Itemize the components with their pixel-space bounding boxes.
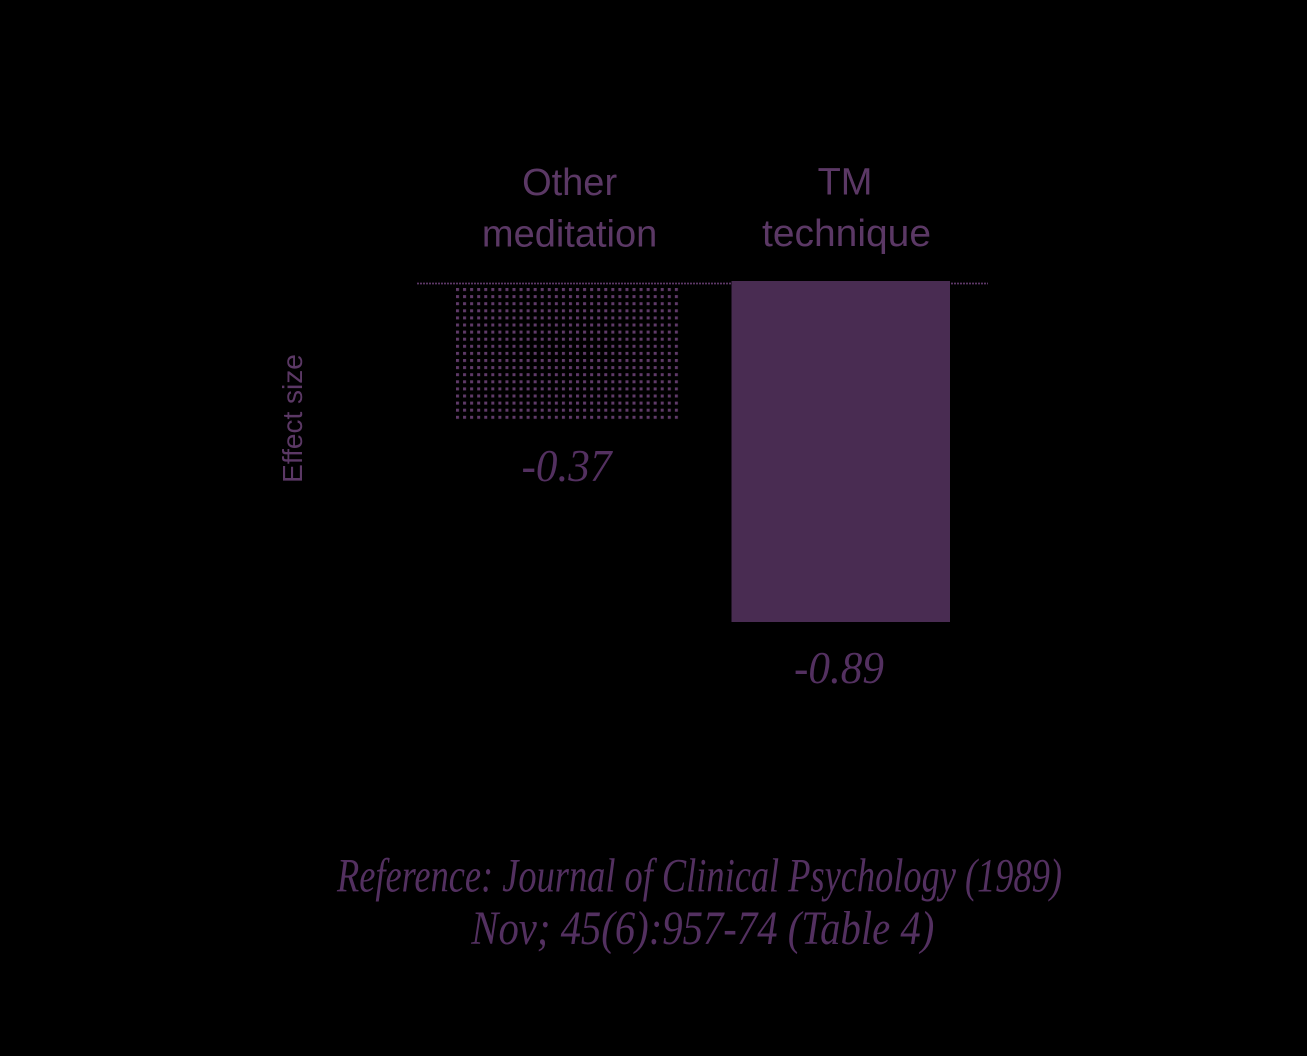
svg-text:-0.89: -0.89	[794, 642, 884, 693]
svg-text:TM: TM	[818, 162, 873, 204]
svg-text:Nov; 45(6):957-74 (Table 4): Nov; 45(6):957-74 (Table 4)	[470, 902, 934, 955]
svg-text:-0.37: -0.37	[522, 440, 614, 491]
svg-text:Effect size: Effect size	[277, 354, 308, 483]
svg-text:technique: technique	[762, 213, 931, 255]
svg-text:meditation: meditation	[482, 213, 657, 255]
svg-text:Other: Other	[522, 162, 617, 204]
svg-text:Reference: Journal of Clinical: Reference: Journal of Clinical Psycholog…	[336, 850, 1062, 903]
